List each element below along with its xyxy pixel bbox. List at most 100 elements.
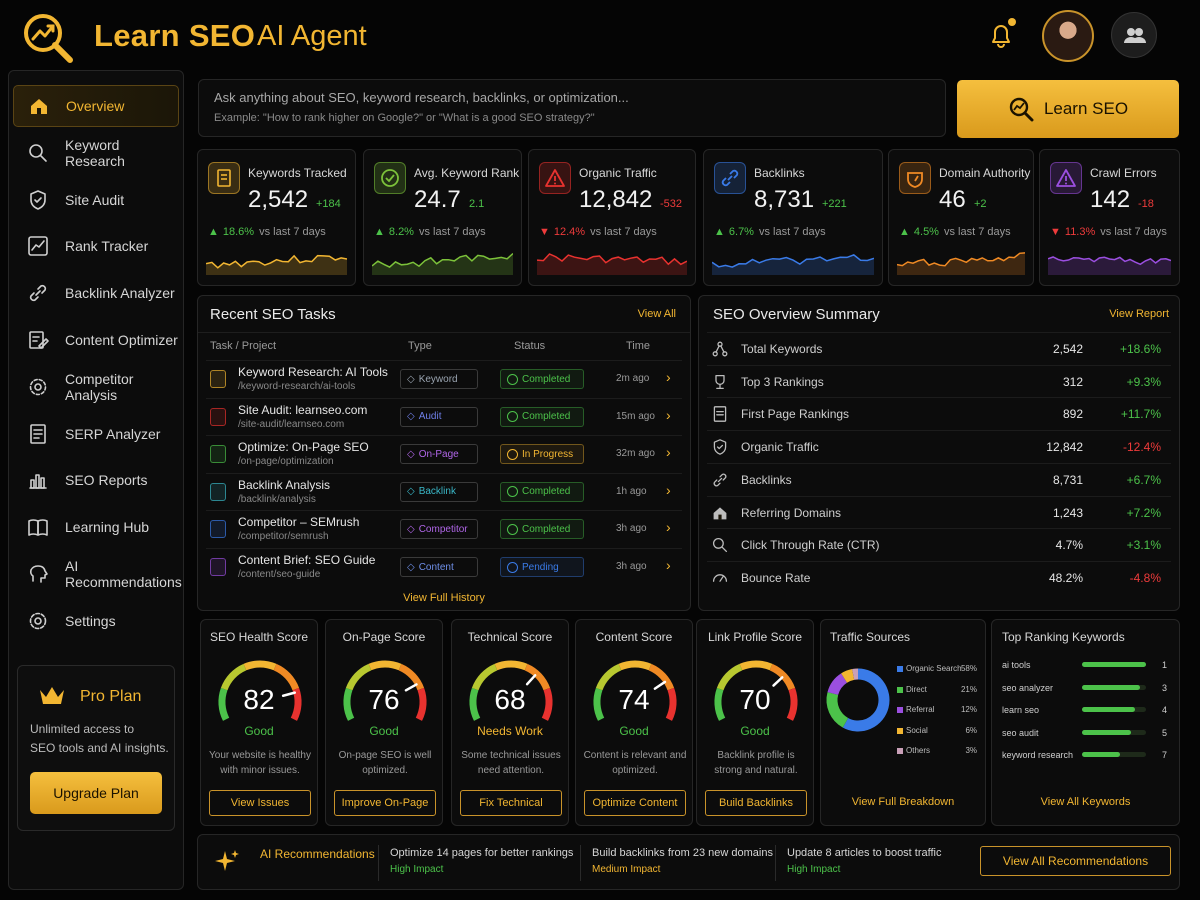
- sidebar-item-competitor-analysis[interactable]: Competitor Analysis: [13, 366, 179, 408]
- type-icon: ◇: [407, 411, 415, 423]
- search-trend-icon: [1009, 97, 1034, 122]
- type-icon: ◇: [407, 523, 415, 535]
- recent-tasks-panel: Recent SEO Tasks View All Task / Project…: [197, 295, 691, 611]
- legend-pct: 58%: [960, 664, 977, 673]
- view-all-recommendations-button[interactable]: View All Recommendations: [980, 846, 1171, 876]
- score-action-button[interactable]: View Issues: [209, 790, 311, 816]
- score-action-button[interactable]: Optimize Content: [584, 790, 686, 816]
- score-gauge: [469, 660, 553, 721]
- ai-recommendations-bar: AI Recommendations Optimize 14 pages for…: [197, 834, 1180, 890]
- score-action-button[interactable]: Build Backlinks: [705, 790, 807, 816]
- sidebar-item-seo-reports[interactable]: SEO Reports: [13, 459, 179, 501]
- top-keywords-panel: Top Ranking Keywords ai tools 1 seo analyz…: [991, 619, 1180, 826]
- task-file-icon: [210, 520, 226, 539]
- users-button[interactable]: [1111, 12, 1157, 58]
- task-status: Completed: [522, 486, 571, 498]
- stat-trend-period: vs last 7 days: [1100, 226, 1167, 238]
- view-all-keywords[interactable]: View All Keywords: [1040, 796, 1131, 808]
- summary-row: Referring Domains 1,243 +7.2%: [707, 495, 1171, 528]
- keyword-bar: [1082, 662, 1146, 667]
- table-row[interactable]: Content Brief: SEO Guide/content/seo-gui…: [206, 548, 682, 585]
- chevron-right-icon[interactable]: ›: [666, 406, 671, 423]
- stat-value: 24.7: [414, 186, 461, 213]
- stat-delta: +2: [974, 198, 987, 210]
- traffic-donut-chart: [826, 668, 890, 732]
- score-card-technical-score: Technical Score 68 Needs Work Some technica…: [451, 619, 569, 826]
- task-type: Content: [418, 561, 454, 573]
- sidebar-item-learning-hub[interactable]: Learning Hub: [13, 506, 179, 548]
- stat-trend: ▲ 8.2% vs last 7 days: [374, 226, 486, 238]
- search-box[interactable]: Ask anything about SEO, keyword research…: [198, 79, 946, 137]
- table-row[interactable]: Keyword Research: AI Tools/keyword-resea…: [206, 360, 682, 397]
- notification-dot: [1008, 18, 1016, 26]
- sidebar-item-content-optimizer[interactable]: Content Optimizer: [13, 319, 179, 361]
- stat-label: Crawl Errors: [1090, 166, 1157, 180]
- task-status: Completed: [522, 411, 571, 423]
- chevron-right-icon[interactable]: ›: [666, 557, 671, 573]
- learn-seo-button[interactable]: Learn SEO: [957, 80, 1179, 138]
- sidebar-item-serp-analyzer[interactable]: SERP Analyzer: [13, 413, 179, 455]
- task-path: /backlink/analysis: [238, 493, 316, 505]
- tasks-view-all[interactable]: View All: [637, 308, 676, 320]
- status-check-icon: [507, 561, 518, 573]
- arrow-up-icon: ▲: [899, 226, 910, 238]
- score-title: Content Score: [595, 630, 673, 644]
- stat-label: Organic Traffic: [579, 166, 657, 180]
- upgrade-plan-button[interactable]: Upgrade Plan: [30, 772, 162, 814]
- logo-search-icon: [20, 10, 76, 66]
- summary-label: Referring Domains: [741, 505, 842, 520]
- sidebar-item-label: Learning Hub: [65, 519, 150, 536]
- score-card-on-page-score: On-Page Score 76 Good On-page SEO is well o…: [325, 619, 443, 826]
- reco-impact: High Impact: [390, 864, 444, 875]
- score-action-button[interactable]: Improve On-Page: [334, 790, 436, 816]
- summary-row: Bounce Rate 48.2% -4.8%: [707, 560, 1171, 593]
- summary-title: SEO Overview Summary: [713, 306, 880, 323]
- sidebar-item-backlink-analyzer[interactable]: Backlink Analyzer: [13, 272, 179, 314]
- chevron-right-icon[interactable]: ›: [666, 519, 671, 536]
- summary-change: -12.4%: [1122, 440, 1161, 455]
- stat-label: Domain Authority: [939, 166, 1031, 180]
- th-task: Task / Project: [210, 340, 277, 352]
- stat-value: 12,842: [579, 186, 653, 213]
- sidebar-item-overview[interactable]: Overview: [13, 85, 179, 127]
- status-badge: Pending: [500, 557, 584, 577]
- sidebar-item-settings[interactable]: Settings: [13, 600, 179, 642]
- tasks-title: Recent SEO Tasks: [210, 306, 336, 323]
- summary-change: -4.8%: [1129, 570, 1161, 585]
- stat-sparkline: [537, 253, 687, 275]
- score-gauge: [218, 660, 302, 721]
- avatar[interactable]: [1042, 10, 1094, 62]
- reco-text: Optimize 14 pages for better rankings: [390, 847, 574, 859]
- users-icon: [1124, 28, 1146, 43]
- home-icon: [711, 504, 729, 522]
- status-check-icon: [507, 486, 518, 498]
- summary-value: 312: [1062, 374, 1083, 389]
- sidebar-item-rank-tracker[interactable]: Rank Tracker: [13, 225, 179, 267]
- summary-value: 4.7%: [1055, 538, 1083, 553]
- view-full-history[interactable]: View Full History: [403, 592, 485, 604]
- stat-trend-period: vs last 7 days: [758, 226, 826, 238]
- chevron-right-icon[interactable]: ›: [666, 444, 671, 461]
- document-icon: [27, 423, 49, 445]
- view-full-breakdown[interactable]: View Full Breakdown: [851, 796, 955, 808]
- stat-card-domain-authority: Domain Authority 46 +2 ▲ 4.5% vs last 7 days: [888, 149, 1034, 286]
- keyword-label: ai tools: [1002, 660, 1031, 670]
- score-action-button[interactable]: Fix Technical: [460, 790, 562, 816]
- table-row[interactable]: Site Audit: learnseo.com/site-audit/lear…: [206, 397, 682, 435]
- bell-icon[interactable]: [984, 18, 1018, 52]
- legend-label: Referral: [906, 705, 935, 714]
- table-row[interactable]: Optimize: On-Page SEO/on-page/optimizati…: [206, 435, 682, 472]
- view-report-link[interactable]: View Report: [1109, 308, 1169, 320]
- chevron-right-icon[interactable]: ›: [666, 369, 671, 385]
- stat-sparkline: [372, 252, 513, 275]
- sidebar-item-ai-recommendations[interactable]: AI Recommendations: [13, 553, 182, 595]
- table-row[interactable]: Competitor – SEMrush/competitor/semrush ◇…: [206, 510, 682, 547]
- sidebar-item-label: Settings: [65, 612, 116, 629]
- sidebar-item-site-audit[interactable]: Site Audit: [13, 179, 179, 221]
- score-value: 74: [618, 684, 650, 715]
- chevron-right-icon[interactable]: ›: [666, 481, 671, 498]
- score-desc: Content is relevant and optimized.: [583, 750, 687, 776]
- sidebar-item-keyword-research[interactable]: Keyword Research: [13, 132, 179, 174]
- stat-card-organic-traffic: Organic Traffic 12,842 -532 ▼ 12.4% vs last 7…: [528, 149, 696, 286]
- table-row[interactable]: Backlink Analysis/backlink/analysis ◇ Back…: [206, 472, 682, 510]
